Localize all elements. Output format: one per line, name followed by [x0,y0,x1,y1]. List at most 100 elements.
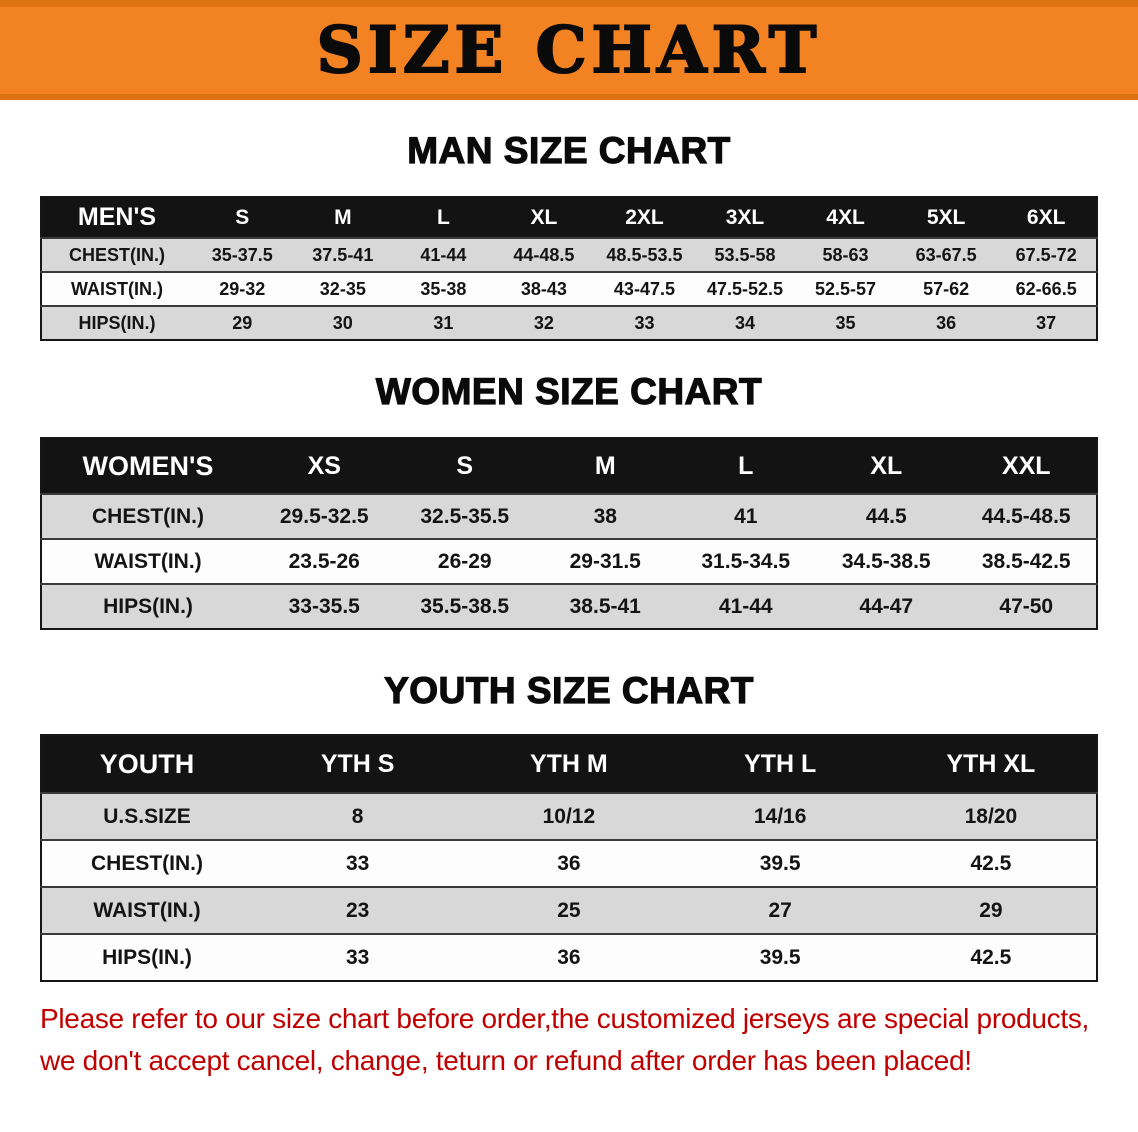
page-title: SIZE CHART [316,12,822,88]
size-value: 34.5-38.5 [841,549,931,573]
size-value: 52.5-57 [815,278,877,299]
size-value: 23 [345,898,370,922]
size-value: 29 [979,898,1003,922]
size-value: 36 [557,945,581,969]
size-value: 44.5-48.5 [981,504,1071,528]
size-value: 31.5-34.5 [701,549,791,573]
youth-size-table: YOUTH YTH S YTH M YTH L YTH XL U.S.SIZE 8 10/12… [40,734,1098,982]
size-column-header: XXL [956,438,1097,494]
size-value: 44-48.5 [513,244,575,265]
size-value: 37.5-41 [312,244,374,265]
table-row: WAIST(IN.) 29-32 32-35 35-38 38-43 43-47.5 47.… [41,272,1097,306]
size-value: 44.5 [865,504,907,528]
size-value: 57-62 [923,278,970,299]
size-column-header: 6XL [996,197,1097,238]
size-value: 33 [634,312,655,333]
table-row: CHEST(IN.) 35-37.5 37.5-41 41-44 44-48.5 48.5… [41,238,1097,272]
size-value: 29-31.5 [569,549,641,573]
size-column-header: 5XL [895,197,997,238]
size-value: 26-29 [437,549,492,573]
size-value: 38.5-41 [569,594,641,618]
size-value: 36 [557,851,581,875]
row-label: WAIST(IN.) [93,898,201,922]
disclaimer-line-2: we don't accept cancel, change, teturn o… [40,1045,972,1076]
table-title-cell: MEN'S [41,197,192,238]
size-column-header: S [394,438,535,494]
size-column-header: YTH XL [885,735,1097,793]
size-column-header: 2XL [594,197,695,238]
size-value: 29-32 [219,278,266,299]
row-label: CHEST(IN.) [69,244,165,265]
size-column-header: YTH S [252,735,464,793]
size-column-header: XL [816,438,957,494]
size-value: 33 [345,851,370,875]
size-value: 39.5 [759,945,801,969]
size-value: 41-44 [718,594,773,618]
size-value: 47.5-52.5 [706,278,784,299]
size-value: 10/12 [542,804,596,828]
size-value: 58-63 [822,244,869,265]
size-value: 33 [345,945,370,969]
size-value: 29 [232,312,253,333]
size-column-header: XL [493,197,595,238]
women-section-heading: WOMEN SIZE CHART [375,370,763,412]
row-label: U.S.SIZE [103,804,191,828]
size-column-header: 3XL [694,197,796,238]
size-value: 18/20 [964,804,1018,828]
table-row: U.S.SIZE 8 10/12 14/16 18/20 [41,793,1097,840]
size-value: 35-37.5 [211,244,273,265]
row-label: WAIST(IN.) [94,549,202,573]
banner: SIZE CHART [0,0,1138,100]
row-label: HIPS(IN.) [102,945,192,969]
table-title-cell: WOMEN'S [41,438,254,494]
size-column-header: 4XL [795,197,896,238]
size-value: 32-35 [319,278,366,299]
table-row: HIPS(IN.) 29 30 31 32 33 34 35 36 37 [41,306,1097,340]
table-row: CHEST(IN.) 33 36 39.5 42.5 [41,840,1097,887]
section-youth: YOUTH SIZE CHART YOUTH YTH S YTH M YTH L YTH… [0,669,1138,982]
row-label: CHEST(IN.) [91,851,203,875]
size-value: 67.5-72 [1015,244,1077,265]
disclaimer: Please refer to our size chart before or… [40,998,1138,1082]
size-value: 63-67.5 [915,244,977,265]
table-header-row: WOMEN'S XS S M L XL XXL [41,438,1097,494]
row-label: HIPS(IN.) [78,312,156,333]
size-column-header: YTH M [463,735,675,793]
disclaimer-line-1: Please refer to our size chart before or… [40,1003,1090,1034]
size-column-header: M [292,197,394,238]
size-value: 34 [734,312,756,333]
size-value: 53.5-58 [714,244,776,265]
table-row: WAIST(IN.) 23 25 27 29 [41,887,1097,934]
table-row: WAIST(IN.) 23.5-26 26-29 29-31.5 31.5-34.5 34… [41,539,1097,584]
size-column-header: XS [254,438,395,494]
size-value: 42.5 [970,945,1012,969]
size-value: 25 [557,898,581,922]
size-value: 32 [533,312,554,333]
size-column-header: L [675,438,816,494]
section-women: WOMEN SIZE CHART WOMEN'S XS S M L XL XXL CHEST(… [0,370,1138,630]
size-column-header: M [535,438,676,494]
size-value: 35 [835,312,856,333]
table-header-row: YOUTH YTH S YTH M YTH L YTH XL [41,735,1097,793]
size-value: 36 [936,312,957,333]
size-value: 35-38 [420,278,467,299]
size-value: 38 [593,504,617,528]
size-value: 35.5-38.5 [420,594,510,618]
size-column-header: L [393,197,494,238]
size-value: 39.5 [759,851,801,875]
size-value: 41-44 [420,244,467,265]
table-row: CHEST(IN.) 29.5-32.5 32.5-35.5 38 41 44.5 44.5… [41,494,1097,539]
size-value: 38.5-42.5 [981,549,1071,573]
size-value: 41 [734,504,758,528]
size-value: 32.5-35.5 [420,504,510,528]
size-value: 42.5 [970,851,1012,875]
men-section-heading: MAN SIZE CHART [407,129,731,171]
row-label: CHEST(IN.) [92,504,204,528]
size-value: 27 [768,898,792,922]
size-column-header: S [192,197,293,238]
size-chart-page: SIZE CHART MAN SIZE CHART MEN'S S M L XL 2XL 3… [0,0,1138,1082]
size-value: 29.5-32.5 [279,504,369,528]
section-men: MAN SIZE CHART MEN'S S M L XL 2XL 3XL 4XL 5XL 6XL… [0,129,1138,341]
size-value: 47-50 [999,594,1054,618]
size-value: 37 [1036,312,1057,333]
